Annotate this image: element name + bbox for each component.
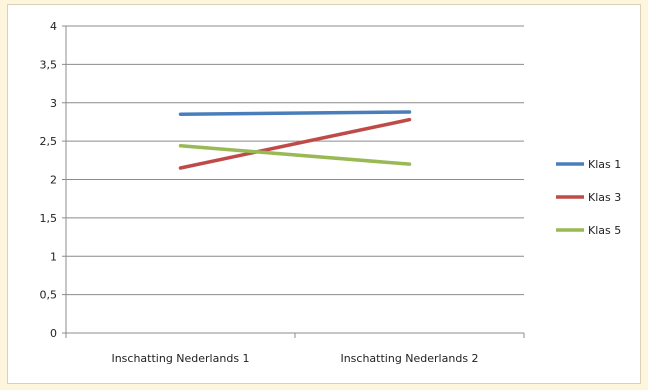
legend-label: Klas 3 (588, 191, 621, 204)
y-axis-tick-labels: 0 0,5 1 1,5 2 2,5 3 3,5 4 (40, 20, 58, 340)
y-tick-label: 0,5 (40, 289, 58, 302)
y-tick-label: 3 (50, 97, 57, 110)
x-tick-label: Inschatting Nederlands 1 (111, 352, 249, 365)
axes (62, 25, 525, 338)
y-tick-label: 1 (50, 250, 57, 263)
legend-label: Klas 5 (588, 224, 621, 237)
y-tick-label: 2,5 (40, 135, 58, 148)
legend: Klas 1 Klas 3 Klas 5 (556, 158, 621, 237)
y-tick-label: 1,5 (40, 212, 58, 225)
gridlines (66, 25, 524, 296)
y-tick-label: 3,5 (40, 58, 58, 71)
legend-label: Klas 1 (588, 158, 621, 171)
x-tick-label: Inschatting Nederlands 2 (340, 352, 478, 365)
chart-area (7, 4, 641, 384)
x-axis-tick-labels: Inschatting Nederlands 1 Inschatting Nede… (111, 352, 478, 365)
y-tick-label: 2 (50, 174, 57, 187)
series-line-klas-1 (178, 110, 412, 117)
y-tick-label: 0 (50, 327, 57, 340)
series-lines (178, 110, 412, 170)
y-tick-label: 4 (50, 20, 57, 33)
series-line-klas-5 (178, 143, 412, 166)
series-line-klas-3 (178, 117, 412, 170)
